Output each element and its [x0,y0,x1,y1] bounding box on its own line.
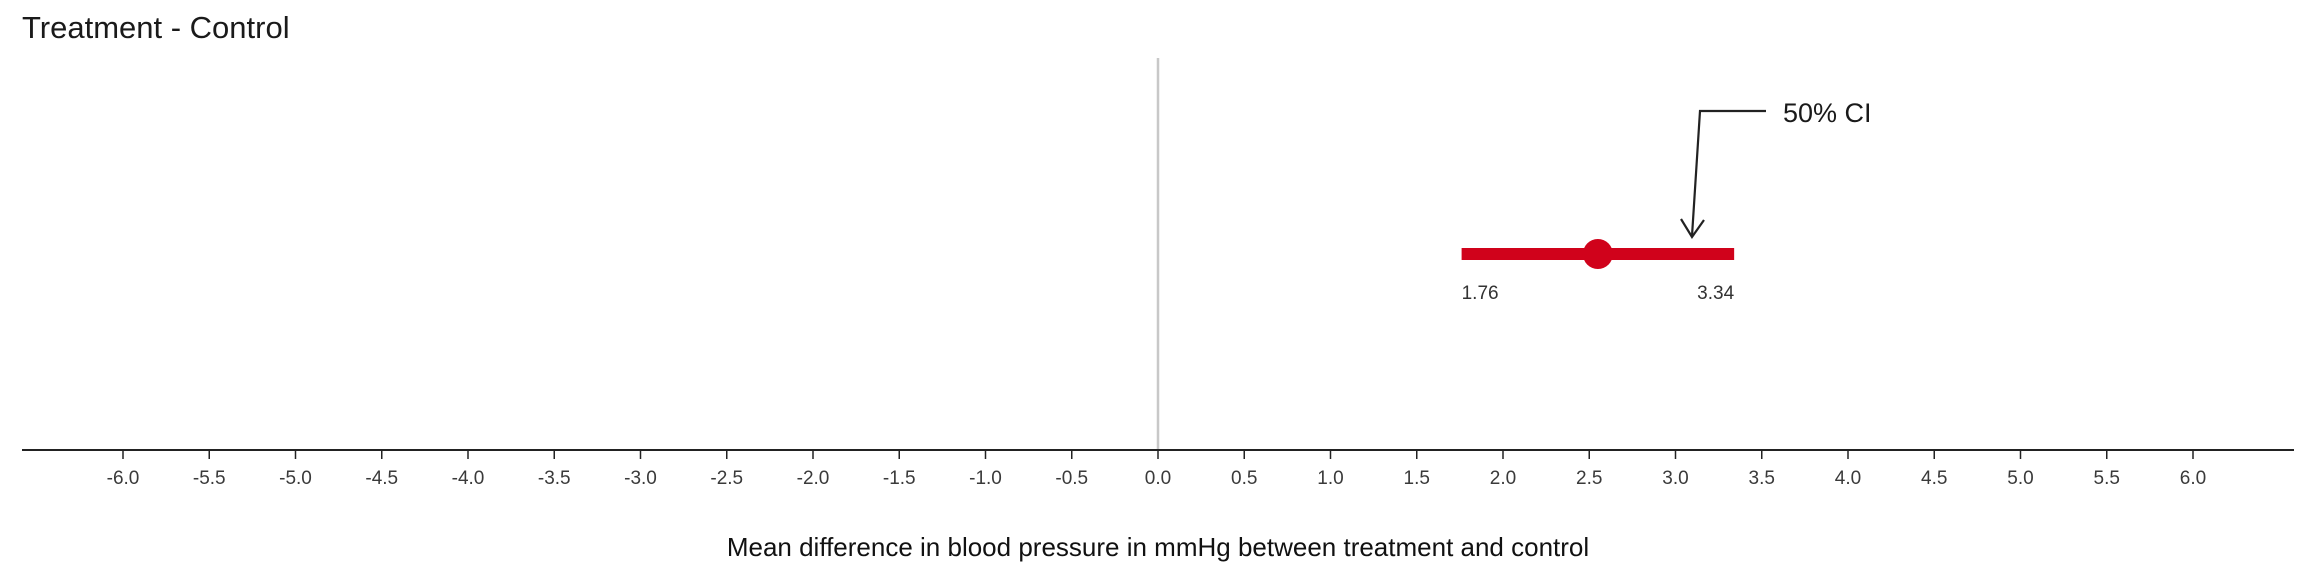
ci-lower-label: 1.76 [1462,283,1499,304]
x-tick-label: 2.5 [1576,468,1602,489]
ci-upper-label: 3.34 [1697,283,1734,304]
x-tick-label: -2.5 [710,468,743,489]
x-tick-label: -1.5 [883,468,916,489]
confidence-interval: 1.76 3.34 [1461,239,1735,304]
x-tick-label: 2.0 [1490,468,1516,489]
point-estimate [1582,239,1613,269]
x-tick-label: -0.5 [1055,468,1088,489]
ci-annotation-label: 50% CI [1783,98,1872,128]
x-tick-label: -6.0 [107,468,140,489]
x-tick-label: 3.5 [1749,468,1775,489]
x-tick-label: 4.0 [1835,468,1861,489]
x-tick-label: -3.5 [538,468,571,489]
x-tick-label: -5.0 [279,468,312,489]
x-tick-label: -5.5 [193,468,226,489]
x-tick-label: 1.0 [1317,468,1343,489]
x-tick-label: 4.5 [1921,468,1947,489]
x-tick-label: -3.0 [624,468,657,489]
x-tick-label: 1.5 [1404,468,1430,489]
x-tick-label: -4.5 [365,468,398,489]
chart-title: Treatment - Control [22,10,290,45]
x-tick-label: 0.5 [1231,468,1257,489]
annotation-leader-line [1690,109,1766,237]
x-tick-label: -1.0 [969,468,1002,489]
x-axis-label: Mean difference in blood pressure in mmH… [727,532,1589,562]
arrow-head-icon [1680,218,1705,240]
x-axis-ticks: -6.0 -5.5 -5.0 -4.5 -4.0 -3.5 -3.0 -2.5 -2.0 -1.5… [107,450,2206,489]
x-tick-label: 3.0 [1662,468,1688,489]
ci-annotation: 50% CI [1680,98,1872,240]
x-tick-label: 5.5 [2094,468,2120,489]
x-tick-label: 0.0 [1145,468,1171,489]
x-tick-label: 6.0 [2180,468,2206,489]
x-tick-label: -2.0 [797,468,830,489]
x-tick-label: -4.0 [452,468,485,489]
x-tick-label: 5.0 [2007,468,2033,489]
